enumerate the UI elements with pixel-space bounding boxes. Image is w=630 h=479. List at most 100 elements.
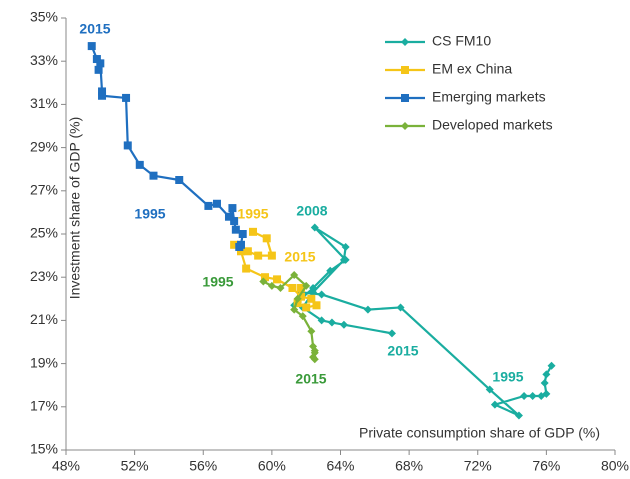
x-tick-label: 64% <box>326 458 354 474</box>
data-point <box>230 240 239 249</box>
y-tick-label: 19% <box>30 354 58 370</box>
data-point <box>293 294 302 303</box>
legend-label: EM ex China <box>432 61 512 77</box>
data-point <box>309 288 318 297</box>
data-point <box>327 318 336 327</box>
data-point <box>540 379 549 388</box>
data-point <box>204 201 213 210</box>
y-tick-label: 35% <box>30 9 58 25</box>
data-point <box>267 251 276 260</box>
data-point <box>363 305 372 314</box>
y-tick-label: 29% <box>30 138 58 154</box>
data-point <box>276 284 285 292</box>
legend-marker <box>401 94 409 102</box>
data-point <box>339 255 348 264</box>
data-point <box>122 93 131 102</box>
data-point <box>267 281 276 290</box>
x-tick-label: 60% <box>258 458 286 474</box>
legend-label: CS FM10 <box>432 33 491 49</box>
data-point <box>230 217 239 226</box>
data-point <box>92 55 101 64</box>
data-point <box>528 392 537 400</box>
data-point <box>537 392 546 400</box>
y-tick-label: 17% <box>30 398 58 414</box>
data-point <box>326 266 335 275</box>
data-point <box>236 240 245 249</box>
y-tick-label: 25% <box>30 225 58 241</box>
legend-marker <box>401 66 409 74</box>
data-point <box>317 290 326 299</box>
legend-marker <box>401 38 409 46</box>
data-point <box>262 234 271 243</box>
series-line <box>90 45 244 248</box>
data-point <box>242 264 251 273</box>
data-point <box>341 242 350 251</box>
data-point <box>293 299 302 308</box>
x-tick-label: 48% <box>52 458 80 474</box>
annotation: 2015 <box>295 371 326 387</box>
data-point <box>302 303 311 312</box>
x-tick-label: 52% <box>121 458 149 474</box>
data-point <box>96 59 105 68</box>
data-point <box>273 275 282 284</box>
data-point <box>175 176 184 184</box>
data-point <box>149 171 158 180</box>
data-point <box>236 247 245 256</box>
data-point <box>254 251 263 260</box>
data-point <box>485 385 494 394</box>
data-point <box>297 284 306 292</box>
data-point <box>98 87 107 96</box>
annotation: 1995 <box>134 206 165 222</box>
data-point <box>228 204 237 213</box>
data-point <box>547 361 556 370</box>
data-point <box>87 42 96 51</box>
data-point <box>224 212 233 221</box>
data-point <box>310 223 319 232</box>
data-point <box>249 227 258 236</box>
data-point <box>514 411 523 420</box>
legend-label: Developed markets <box>432 117 553 133</box>
x-tick-label: 80% <box>601 458 629 474</box>
y-tick-label: 15% <box>30 441 58 457</box>
x-tick-label: 68% <box>395 458 423 474</box>
x-tick-label: 72% <box>464 458 492 474</box>
data-point <box>297 292 306 301</box>
data-point <box>520 392 529 400</box>
y-tick-label: 31% <box>30 95 58 111</box>
data-point <box>290 271 299 280</box>
data-point <box>317 316 326 325</box>
data-point <box>542 370 551 379</box>
data-point <box>288 284 297 292</box>
data-point <box>298 312 307 321</box>
data-point <box>310 346 319 355</box>
annotation: 2008 <box>296 203 327 219</box>
data-point <box>290 305 299 314</box>
annotation: 1995 <box>202 274 233 290</box>
data-point <box>135 160 144 169</box>
data-point <box>339 320 348 329</box>
x-tick-label: 76% <box>532 458 560 474</box>
x-tick-label: 56% <box>189 458 217 474</box>
data-point <box>396 303 405 312</box>
data-point <box>309 284 318 292</box>
annotation: 2015 <box>79 21 110 37</box>
data-point <box>259 277 268 286</box>
data-point <box>261 273 270 282</box>
data-point <box>123 141 132 150</box>
data-point <box>231 225 240 234</box>
annotation: 2015 <box>284 249 315 265</box>
legend-label: Emerging markets <box>432 89 546 105</box>
data-point <box>302 281 311 290</box>
data-point <box>310 355 319 364</box>
x-axis-label: Private consumption share of GDP (%) <box>359 425 600 441</box>
data-point <box>94 65 103 74</box>
data-point <box>307 327 316 336</box>
data-point <box>212 199 221 208</box>
data-point <box>387 329 396 338</box>
annotation: 1995 <box>237 206 268 222</box>
y-tick-label: 21% <box>30 311 58 327</box>
data-point <box>307 294 316 303</box>
annotation: 2015 <box>387 343 418 359</box>
y-axis-label: Investment share of GDP (%) <box>67 117 83 300</box>
y-tick-label: 23% <box>30 268 58 284</box>
